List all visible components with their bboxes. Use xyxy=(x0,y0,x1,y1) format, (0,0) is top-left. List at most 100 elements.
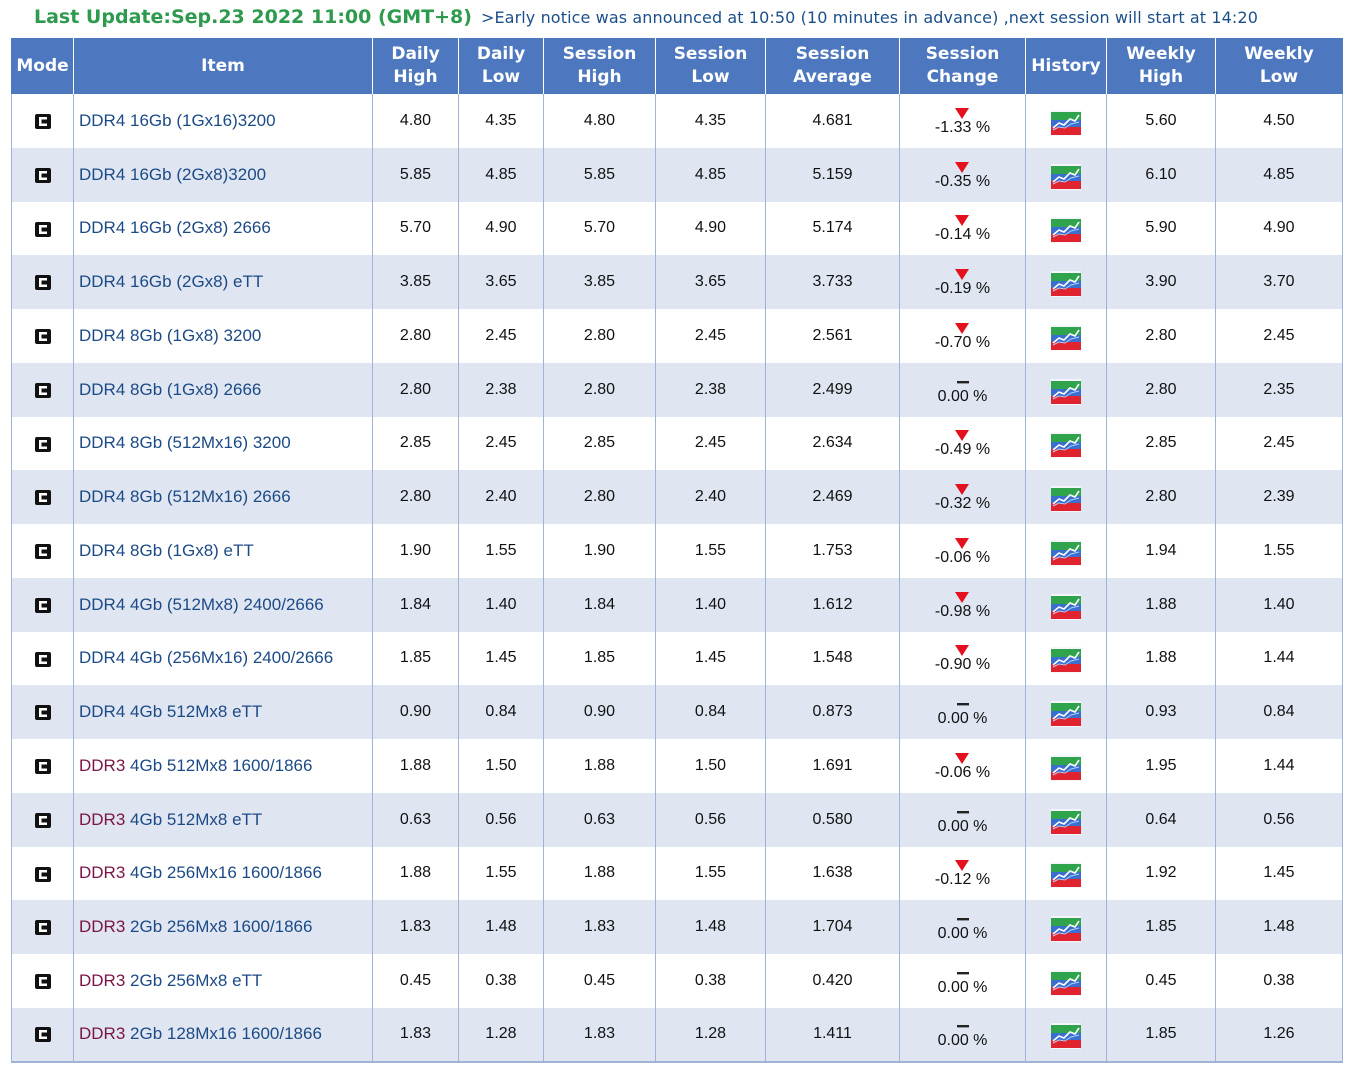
item-name[interactable]: 8Gb (512Mx16) 3200 xyxy=(125,433,291,453)
line-chart-history-icon[interactable] xyxy=(1051,701,1081,728)
item-cell[interactable]: DDR4 16Gb (2Gx8) eTT xyxy=(73,255,373,309)
item-name[interactable]: 2Gb 256Mx8 1600/1866 xyxy=(125,917,313,937)
item-name[interactable]: 4Gb 256Mx16 1600/1866 xyxy=(125,863,322,883)
line-chart-history-icon[interactable] xyxy=(1051,378,1081,405)
mode-cell[interactable] xyxy=(11,255,74,309)
item-prefix[interactable]: DDR4 xyxy=(79,325,126,345)
item-name[interactable]: 8Gb (1Gx8) eTT xyxy=(125,540,254,560)
item-cell[interactable]: DDR4 8Gb (512Mx16) 2666 xyxy=(73,470,373,524)
item-name[interactable]: 4Gb (512Mx8) 2400/2666 xyxy=(125,594,324,614)
item-prefix[interactable]: DDR4 xyxy=(79,164,126,184)
item-prefix[interactable]: DDR4 xyxy=(79,272,126,292)
item-prefix[interactable]: DDR3 xyxy=(79,863,126,883)
column-header[interactable]: Session Low xyxy=(655,38,766,94)
item-cell[interactable]: DDR3 2Gb 256Mx8 eTT xyxy=(73,954,373,1008)
item-prefix[interactable]: DDR3 xyxy=(79,970,126,990)
history-cell[interactable] xyxy=(1025,685,1107,739)
item-name[interactable]: 8Gb (1Gx8) 2666 xyxy=(125,379,262,399)
mode-cell[interactable] xyxy=(11,1007,74,1062)
item-cell[interactable]: DDR4 8Gb (1Gx8) 2666 xyxy=(73,362,373,417)
history-cell[interactable] xyxy=(1025,416,1107,471)
item-prefix[interactable]: DDR4 xyxy=(79,648,126,668)
chip-mode-icon[interactable] xyxy=(34,920,51,936)
chip-mode-icon[interactable] xyxy=(34,705,51,721)
mode-cell[interactable] xyxy=(11,201,74,256)
line-chart-history-icon[interactable] xyxy=(1051,754,1081,781)
line-chart-history-icon[interactable] xyxy=(1051,271,1081,298)
line-chart-history-icon[interactable] xyxy=(1051,916,1081,943)
item-cell[interactable]: DDR3 2Gb 256Mx8 1600/1866 xyxy=(73,900,373,954)
line-chart-history-icon[interactable] xyxy=(1051,862,1081,889)
item-name[interactable]: 16Gb (2Gx8)3200 xyxy=(125,164,267,184)
item-name[interactable]: 4Gb 512Mx8 1600/1866 xyxy=(125,755,313,775)
item-cell[interactable]: DDR4 4Gb (512Mx8) 2400/2666 xyxy=(73,577,373,632)
line-chart-history-icon[interactable] xyxy=(1051,1023,1081,1050)
line-chart-history-icon[interactable] xyxy=(1051,217,1081,244)
line-chart-history-icon[interactable] xyxy=(1051,647,1081,674)
history-cell[interactable] xyxy=(1025,201,1107,256)
column-header[interactable]: Session Average xyxy=(765,38,900,94)
column-header[interactable]: Session High xyxy=(543,38,656,94)
item-prefix[interactable]: DDR3 xyxy=(79,809,126,829)
item-prefix[interactable]: DDR3 xyxy=(79,755,126,775)
line-chart-history-icon[interactable] xyxy=(1051,163,1081,190)
line-chart-history-icon[interactable] xyxy=(1051,109,1081,136)
item-name[interactable]: 4Gb 512Mx8 eTT xyxy=(125,702,263,722)
column-header[interactable]: Weekly Low xyxy=(1215,38,1343,94)
mode-cell[interactable] xyxy=(11,416,74,471)
item-cell[interactable]: DDR4 16Gb (2Gx8) 2666 xyxy=(73,201,373,256)
history-cell[interactable] xyxy=(1025,147,1107,202)
history-cell[interactable] xyxy=(1025,524,1107,578)
item-name[interactable]: 16Gb (2Gx8) eTT xyxy=(125,272,264,292)
history-cell[interactable] xyxy=(1025,577,1107,632)
history-cell[interactable] xyxy=(1025,255,1107,309)
line-chart-history-icon[interactable] xyxy=(1051,539,1081,566)
column-header[interactable]: Daily Low xyxy=(458,38,544,94)
item-prefix[interactable]: DDR4 xyxy=(79,110,126,130)
mode-cell[interactable] xyxy=(11,631,74,686)
item-prefix[interactable]: DDR4 xyxy=(79,379,126,399)
history-cell[interactable] xyxy=(1025,1007,1107,1062)
column-header[interactable]: Weekly High xyxy=(1106,38,1216,94)
item-cell[interactable]: DDR3 4Gb 512Mx8 eTT xyxy=(73,792,373,847)
chip-mode-icon[interactable] xyxy=(34,114,51,130)
history-cell[interactable] xyxy=(1025,792,1107,847)
column-header[interactable]: History xyxy=(1025,38,1107,94)
item-cell[interactable]: DDR4 8Gb (1Gx8) eTT xyxy=(73,524,373,578)
chip-mode-icon[interactable] xyxy=(34,275,51,291)
item-name[interactable]: 2Gb 256Mx8 eTT xyxy=(125,970,263,990)
history-cell[interactable] xyxy=(1025,470,1107,524)
chip-mode-icon[interactable] xyxy=(34,436,51,452)
item-cell[interactable]: DDR4 16Gb (2Gx8)3200 xyxy=(73,147,373,202)
line-chart-history-icon[interactable] xyxy=(1051,432,1081,459)
item-cell[interactable]: DDR4 4Gb (256Mx16) 2400/2666 xyxy=(73,631,373,686)
mode-cell[interactable] xyxy=(11,685,74,739)
item-prefix[interactable]: DDR3 xyxy=(79,1024,126,1044)
item-name[interactable]: 4Gb (256Mx16) 2400/2666 xyxy=(125,648,334,668)
item-cell[interactable]: DDR3 4Gb 512Mx8 1600/1866 xyxy=(73,739,373,793)
line-chart-history-icon[interactable] xyxy=(1051,486,1081,513)
chip-mode-icon[interactable] xyxy=(34,1027,51,1043)
item-cell[interactable]: DDR3 2Gb 128Mx16 1600/1866 xyxy=(73,1007,373,1062)
chip-mode-icon[interactable] xyxy=(34,167,51,183)
chip-mode-icon[interactable] xyxy=(34,597,51,613)
mode-cell[interactable] xyxy=(11,524,74,578)
item-prefix[interactable]: DDR4 xyxy=(79,594,126,614)
mode-cell[interactable] xyxy=(11,739,74,793)
chip-mode-icon[interactable] xyxy=(34,974,51,990)
column-header[interactable]: Mode xyxy=(11,38,74,94)
column-header[interactable]: Item xyxy=(73,38,373,94)
item-name[interactable]: 16Gb (2Gx8) 2666 xyxy=(125,218,271,238)
history-cell[interactable] xyxy=(1025,309,1107,363)
chip-mode-icon[interactable] xyxy=(34,544,51,560)
chip-mode-icon[interactable] xyxy=(34,866,51,882)
mode-cell[interactable] xyxy=(11,900,74,954)
line-chart-history-icon[interactable] xyxy=(1051,808,1081,835)
chip-mode-icon[interactable] xyxy=(34,490,51,506)
history-cell[interactable] xyxy=(1025,846,1107,901)
item-name[interactable]: 8Gb (512Mx16) 2666 xyxy=(125,487,291,507)
chip-mode-icon[interactable] xyxy=(34,221,51,237)
line-chart-history-icon[interactable] xyxy=(1051,324,1081,351)
history-cell[interactable] xyxy=(1025,94,1107,148)
mode-cell[interactable] xyxy=(11,309,74,363)
